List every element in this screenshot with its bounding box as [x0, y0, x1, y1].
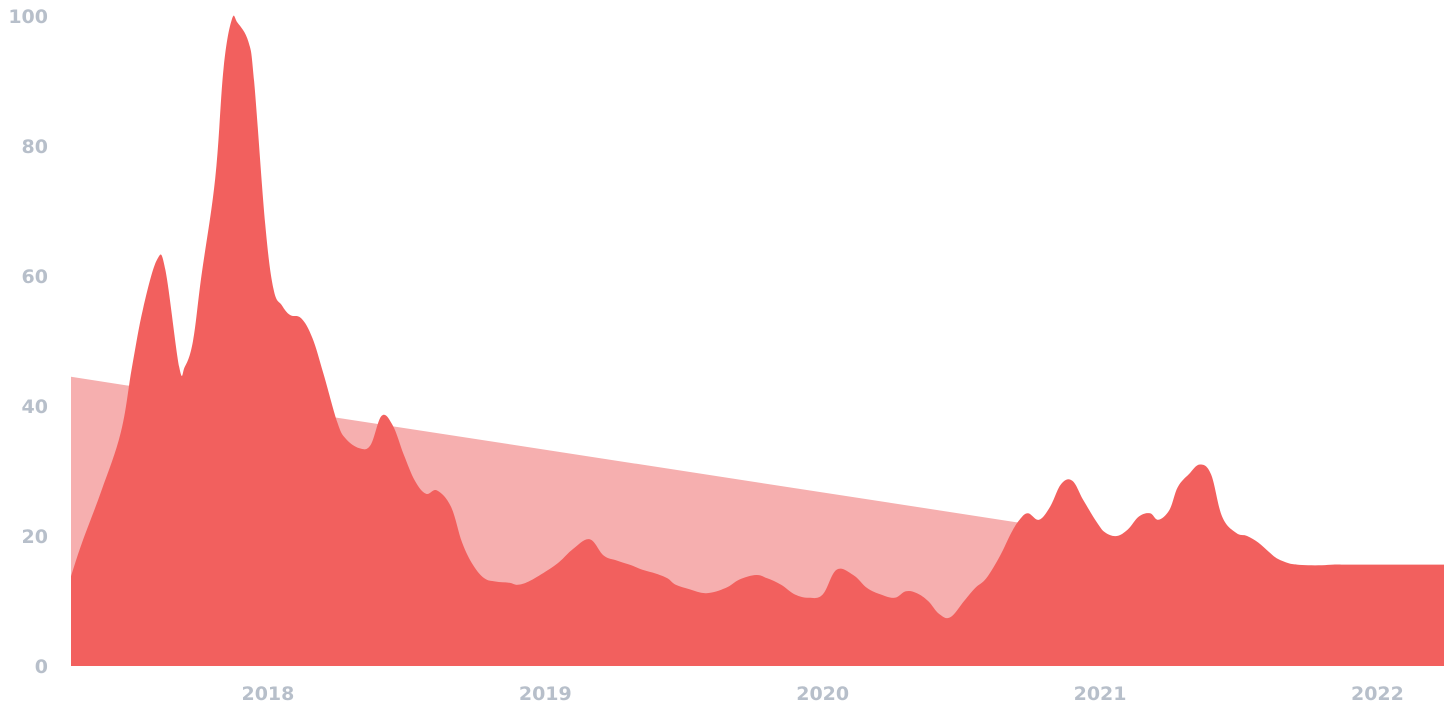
x-tick-label: 2021 — [1074, 683, 1127, 705]
x-axis: 2018 2019 2020 2021 2022 — [241, 683, 1403, 705]
y-tick-label: 60 — [22, 266, 48, 288]
x-tick-label: 2022 — [1351, 683, 1404, 705]
x-tick-label: 2020 — [796, 683, 849, 705]
y-tick-label: 100 — [8, 6, 48, 28]
series-layer — [71, 15, 1444, 666]
x-tick-label: 2019 — [519, 683, 572, 705]
y-tick-label: 40 — [22, 396, 48, 418]
x-tick-label: 2018 — [241, 683, 294, 705]
y-tick-label: 0 — [35, 656, 48, 678]
series-area — [71, 15, 1444, 666]
y-axis: 0 20 40 60 80 100 — [8, 6, 48, 678]
y-tick-label: 20 — [22, 526, 48, 548]
y-tick-label: 80 — [22, 136, 48, 158]
